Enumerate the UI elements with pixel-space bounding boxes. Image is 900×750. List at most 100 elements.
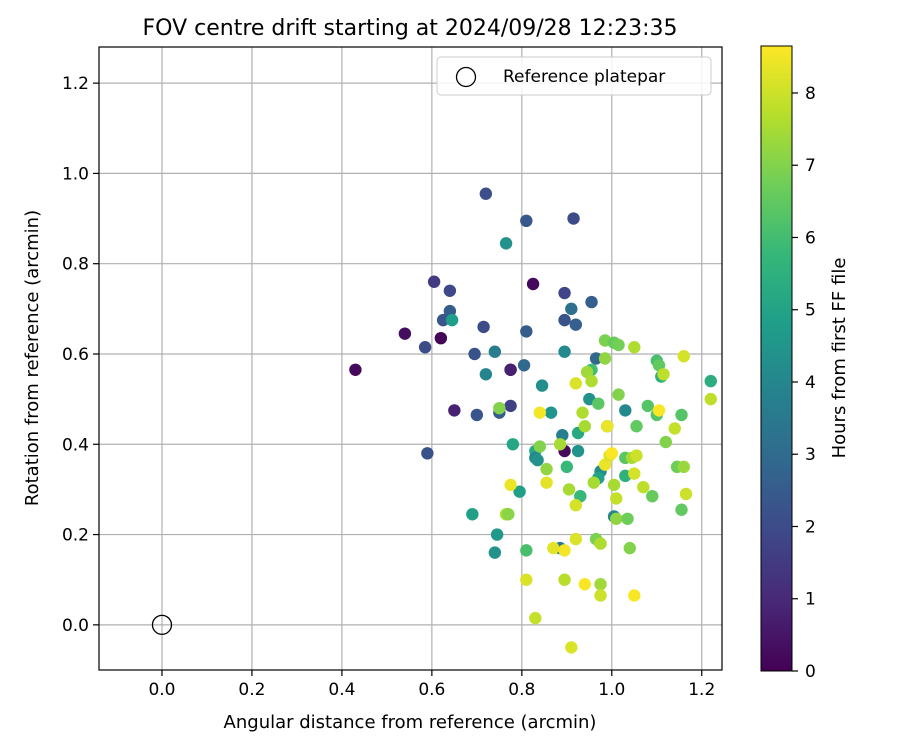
data-point (594, 589, 607, 602)
data-point (558, 313, 571, 327)
data-point (628, 467, 641, 480)
data-point (533, 440, 547, 453)
data-point (677, 350, 690, 363)
data-point (506, 438, 520, 451)
x-tick-label: 0.0 (148, 680, 175, 700)
data-point (520, 325, 533, 338)
colorbar-label: Hours from first FF file (829, 258, 850, 459)
data-point (526, 277, 540, 291)
data-point (659, 435, 672, 449)
chart-title: FOV centre drift starting at 2024/09/28 … (143, 16, 678, 41)
data-point (675, 503, 688, 516)
data-point (565, 641, 578, 654)
data-point (585, 374, 598, 388)
data-point (623, 541, 636, 555)
plot-frame (98, 46, 723, 671)
data-point (520, 573, 533, 586)
legend-entry: Reference platepar (503, 67, 665, 87)
grid (99, 47, 722, 670)
y-axis-ticks: 0.0 0.2 0.4 0.6 0.8 1.0 1.2 (62, 74, 99, 636)
y-tick-label: 0.2 (62, 526, 89, 546)
data-point (540, 462, 553, 476)
data-point (558, 573, 571, 586)
data-point (569, 377, 583, 390)
data-point (445, 313, 459, 327)
data-point (470, 408, 484, 422)
data-point (668, 422, 681, 435)
x-tick-label: 1.2 (688, 680, 715, 700)
data-point (598, 352, 612, 365)
data-point (594, 537, 607, 550)
y-axis-label: Rotation from reference (arcmin) (22, 210, 43, 506)
data-point (448, 404, 461, 417)
data-point (434, 331, 448, 345)
data-point (560, 460, 574, 474)
data-point (436, 313, 450, 327)
data-point (630, 420, 643, 433)
data-point (517, 359, 531, 372)
data-point (628, 341, 641, 354)
data-point (466, 508, 479, 521)
data-point (610, 512, 623, 525)
data-point (479, 368, 493, 381)
data-point (479, 187, 493, 200)
data-point (535, 379, 549, 392)
colorbar-tick-label: 0 (805, 662, 816, 682)
colorbar-tick-label: 4 (805, 373, 816, 393)
data-point (504, 399, 517, 413)
data-point (594, 578, 607, 591)
x-tick-label: 0.4 (328, 680, 355, 700)
data-point (504, 363, 517, 376)
x-axis-ticks: 0.0 0.2 0.4 0.6 0.8 1.0 1.2 (148, 670, 715, 700)
data-point (349, 363, 362, 376)
x-tick-label: 0.8 (508, 680, 535, 700)
colorbar (760, 45, 793, 672)
data-point (520, 214, 533, 228)
data-point (513, 485, 526, 498)
data-point (529, 611, 542, 625)
data-point (578, 420, 592, 433)
legend: Reference platepar (436, 56, 712, 96)
data-point (675, 408, 688, 422)
data-point (540, 476, 553, 489)
data-point (533, 406, 547, 419)
data-points (349, 187, 717, 654)
data-point (558, 286, 571, 300)
data-point (569, 318, 583, 331)
colorbar-tick-label: 3 (805, 445, 816, 465)
legend-box (436, 56, 712, 96)
data-point (704, 374, 717, 388)
data-point (657, 368, 670, 381)
data-point (704, 392, 717, 406)
data-point (553, 438, 567, 451)
data-point (565, 302, 578, 316)
data-point (520, 544, 533, 557)
data-point (679, 487, 693, 501)
data-point (605, 447, 618, 460)
y-tick-label: 1.2 (62, 74, 89, 94)
data-point (418, 341, 432, 354)
data-point (637, 480, 650, 494)
x-tick-label: 0.2 (238, 680, 265, 700)
data-point (621, 512, 634, 525)
data-point (585, 295, 598, 309)
colorbar-tick-label: 2 (805, 517, 816, 537)
data-point (628, 589, 641, 602)
data-point (493, 401, 506, 415)
data-point (569, 532, 583, 546)
y-tick-label: 0.6 (62, 345, 89, 365)
y-tick-label: 0.0 (62, 616, 89, 636)
reference-platepar-marker (151, 614, 173, 636)
data-point (567, 212, 580, 225)
colorbar-tick-label: 8 (805, 84, 816, 104)
legend-marker-icon (455, 66, 477, 88)
data-point (569, 499, 583, 512)
data-point (612, 338, 625, 352)
data-point (589, 352, 603, 365)
data-point (677, 460, 690, 474)
data-point (477, 320, 490, 334)
data-point (610, 492, 623, 505)
reference-marker (151, 614, 173, 636)
x-axis-label: Angular distance from reference (arcmin) (224, 712, 597, 733)
